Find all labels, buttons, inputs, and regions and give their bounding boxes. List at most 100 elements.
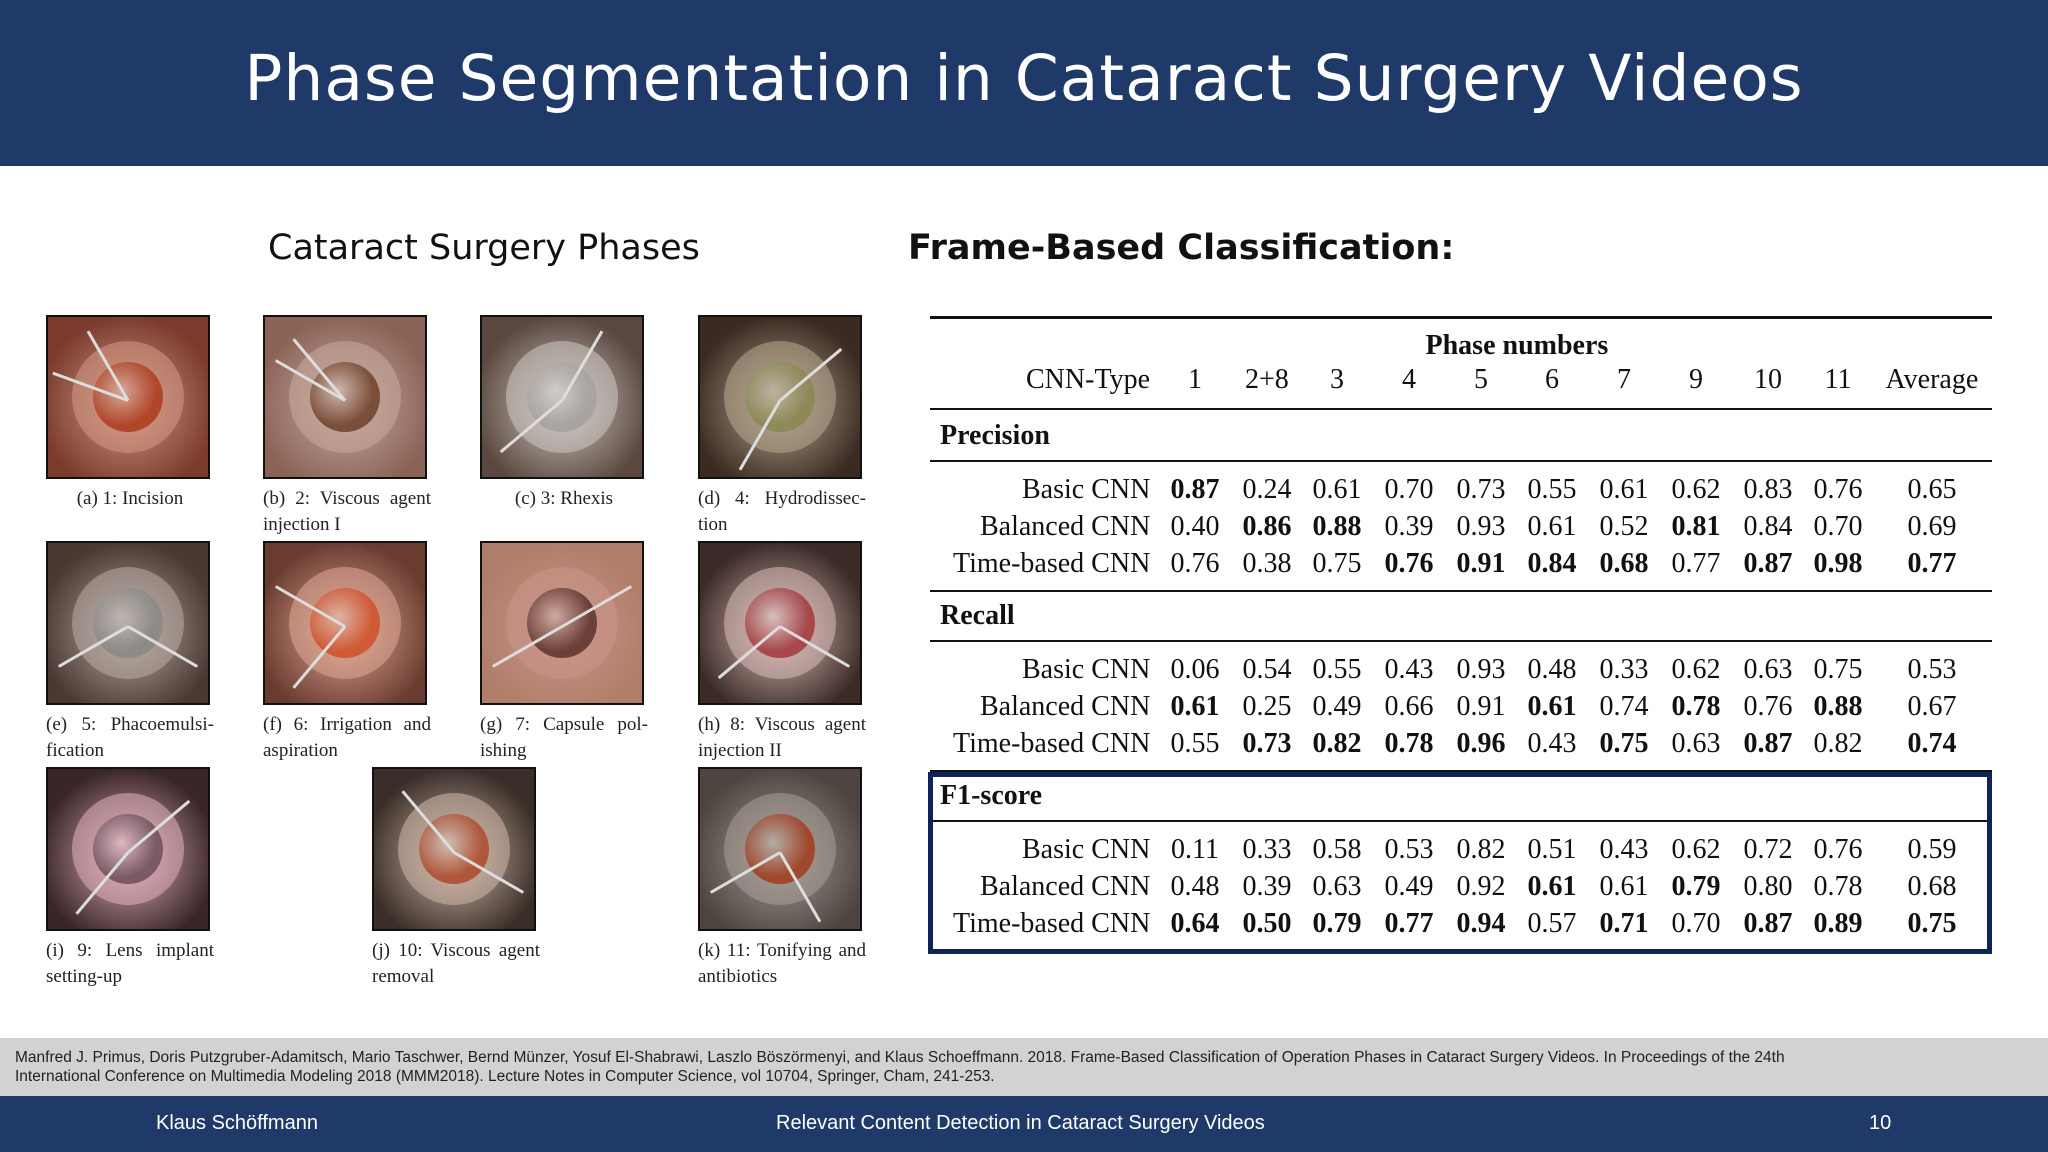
table-cell: 0.79 xyxy=(1312,908,1362,939)
table-cell: 0.58 xyxy=(1312,834,1362,865)
table-cell: 0.61 xyxy=(1527,511,1577,542)
table-cell: 0.57 xyxy=(1527,908,1577,939)
row-label: Time-based CNN xyxy=(953,728,1151,759)
table-cell: 0.72 xyxy=(1743,834,1793,865)
table-cell: 0.48 xyxy=(1170,871,1220,902)
table-cell: 0.62 xyxy=(1671,474,1721,505)
surgery-frame xyxy=(480,541,644,705)
table-column-header: 2+8 xyxy=(1245,364,1289,395)
table-cell: 0.77 xyxy=(1907,548,1957,579)
row-label: Balanced CNN xyxy=(980,511,1151,542)
table-cell: 0.64 xyxy=(1170,908,1220,939)
table-cell: 0.06 xyxy=(1170,654,1220,685)
table-cell: 0.61 xyxy=(1527,871,1577,902)
table-cell: 0.39 xyxy=(1384,511,1434,542)
surgery-frame xyxy=(46,541,210,705)
table-cell: 0.75 xyxy=(1599,728,1649,759)
table-column-header: 5 xyxy=(1474,364,1488,395)
table-cell: 0.87 xyxy=(1170,474,1220,505)
table-column-header: 1 xyxy=(1188,364,1202,395)
table-column-header: 10 xyxy=(1754,364,1782,395)
citation-line-1: Manfred J. Primus, Doris Putzgruber-Adam… xyxy=(15,1049,1785,1066)
table-cell: 0.63 xyxy=(1743,654,1793,685)
surgery-frame xyxy=(263,315,427,479)
table-cell: 0.94 xyxy=(1456,908,1506,939)
eye-lens xyxy=(93,588,163,658)
section-label: Precision xyxy=(940,420,1050,451)
table-cell: 0.83 xyxy=(1743,474,1793,505)
table-cell: 0.82 xyxy=(1312,728,1362,759)
phase-caption: (e) 5: Phacoemulsi- fication xyxy=(46,714,214,761)
table-cell: 0.82 xyxy=(1813,728,1863,759)
table-cell: 0.67 xyxy=(1907,691,1957,722)
table-column-header: 6 xyxy=(1545,364,1559,395)
table-cell: 0.43 xyxy=(1384,654,1434,685)
table-cell: 0.76 xyxy=(1743,691,1793,722)
table-cell: 0.40 xyxy=(1170,511,1220,542)
table-cell: 0.68 xyxy=(1599,548,1649,579)
table-cell: 0.93 xyxy=(1456,654,1506,685)
table-cell: 0.70 xyxy=(1671,908,1721,939)
table-rule xyxy=(930,640,1992,642)
table-cell: 0.61 xyxy=(1312,474,1362,505)
table-cell: 0.49 xyxy=(1384,871,1434,902)
table-cell: 0.53 xyxy=(1384,834,1434,865)
table-cell: 0.70 xyxy=(1384,474,1434,505)
table-cell: 0.55 xyxy=(1527,474,1577,505)
table-rule xyxy=(930,408,1992,410)
table-cell: 0.33 xyxy=(1242,834,1292,865)
table-column-header: 9 xyxy=(1689,364,1703,395)
surgery-frame xyxy=(698,767,862,931)
row-label: Basic CNN xyxy=(1022,834,1151,865)
table-cell: 0.61 xyxy=(1599,871,1649,902)
table-cell: 0.74 xyxy=(1907,728,1957,759)
row-label: Basic CNN xyxy=(1022,654,1151,685)
table-cell: 0.98 xyxy=(1813,548,1863,579)
surgery-frame xyxy=(698,315,862,479)
row-label: Time-based CNN xyxy=(953,908,1151,939)
table-cell: 0.61 xyxy=(1599,474,1649,505)
table-rule xyxy=(930,316,1992,319)
row-label: Balanced CNN xyxy=(980,871,1151,902)
table-group-header: Phase numbers xyxy=(1425,330,1609,361)
phase-caption: (c) 3: Rhexis xyxy=(514,488,614,509)
table-cell: 0.91 xyxy=(1456,548,1506,579)
eye-lens xyxy=(310,588,380,658)
table-cell: 0.49 xyxy=(1312,691,1362,722)
surgery-frame xyxy=(46,315,210,479)
table-cell: 0.92 xyxy=(1456,871,1506,902)
table-cell: 0.76 xyxy=(1813,834,1863,865)
table-cell: 0.69 xyxy=(1907,511,1957,542)
citation-bar: Manfred J. Primus, Doris Putzgruber-Adam… xyxy=(0,1038,2048,1096)
table-cell: 0.62 xyxy=(1671,834,1721,865)
table-cell: 0.78 xyxy=(1671,691,1721,722)
page-number: 10 xyxy=(1869,1112,1892,1134)
row-label: Time-based CNN xyxy=(953,548,1151,579)
table-column-header: 4 xyxy=(1402,364,1416,395)
phase-caption: (b) 2: Viscous agent injection I xyxy=(263,488,431,535)
phase-caption: (f) 6: Irrigation and aspiration xyxy=(263,714,431,761)
table-cell: 0.61 xyxy=(1170,691,1220,722)
table-cell: 0.63 xyxy=(1312,871,1362,902)
table-cell: 0.59 xyxy=(1907,834,1957,865)
table-cell: 0.33 xyxy=(1599,654,1649,685)
table-cell: 0.65 xyxy=(1907,474,1957,505)
surgery-frame xyxy=(698,541,862,705)
f1-highlight-box xyxy=(928,772,1992,954)
eye-lens xyxy=(527,588,597,658)
table-cell: 0.48 xyxy=(1527,654,1577,685)
table-cell: 0.75 xyxy=(1907,908,1957,939)
table-cell: 0.53 xyxy=(1907,654,1957,685)
table-cell: 0.61 xyxy=(1527,691,1577,722)
phase-caption: (i) 9: Lens implant setting-up xyxy=(46,940,214,987)
table-rule xyxy=(930,590,1992,592)
table-cell: 0.87 xyxy=(1743,728,1793,759)
table-column-header: Average xyxy=(1885,364,1979,395)
table-cell: 0.55 xyxy=(1170,728,1220,759)
table-cell: 0.62 xyxy=(1671,654,1721,685)
citation-line-2: International Conference on Multimedia M… xyxy=(15,1068,995,1085)
table-rule xyxy=(930,820,1992,822)
table-cell: 0.88 xyxy=(1312,511,1362,542)
table-cell: 0.52 xyxy=(1599,511,1649,542)
table-column-header: 7 xyxy=(1617,364,1631,395)
